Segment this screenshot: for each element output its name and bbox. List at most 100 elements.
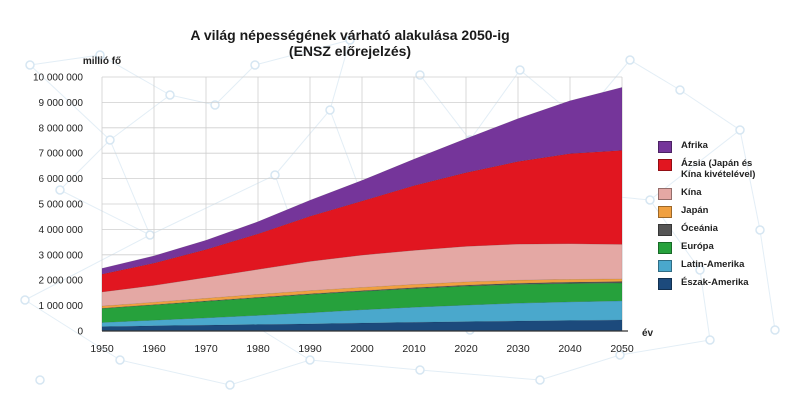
legend-swatch — [658, 188, 672, 200]
background-link — [759, 229, 776, 331]
background-link — [539, 354, 621, 381]
background-link — [274, 109, 331, 176]
background-node — [705, 335, 715, 345]
y-tick-label: 8 000 000 — [39, 123, 84, 134]
background-link — [679, 89, 741, 131]
legend-label: Afrika — [681, 140, 708, 151]
background-node — [625, 55, 635, 65]
legend-item: Ázsia (Japán és Kína kivételével) — [658, 157, 798, 186]
background-node — [55, 185, 65, 195]
background-link — [229, 359, 311, 386]
background-node — [770, 325, 780, 335]
background-node — [515, 65, 525, 75]
y-tick-label: 10 000 000 — [33, 73, 83, 84]
legend-swatch — [658, 206, 672, 218]
background-link — [739, 129, 761, 231]
y-axis-label: millió fő — [83, 56, 121, 67]
background-node — [95, 50, 105, 60]
legend-swatch — [658, 260, 672, 272]
background-node — [250, 60, 260, 70]
background-node — [325, 105, 335, 115]
area-series-1 — [101, 300, 623, 327]
legend-label: Észak-Amerika — [681, 277, 749, 288]
y-tick-label: 7 000 000 — [39, 149, 84, 160]
chart-title: A világ népességének várható alakulása 2… — [190, 27, 510, 43]
x-tick-label: 2010 — [402, 343, 426, 355]
legend-item: Afrika — [658, 139, 798, 157]
background-link — [419, 369, 541, 381]
area-series-7 — [101, 87, 623, 275]
legend-item: Észak-Amerika — [658, 276, 798, 294]
y-tick-label: 5 000 000 — [39, 200, 84, 211]
background-node — [675, 85, 685, 95]
legend-item: Óceánia — [658, 222, 798, 240]
legend-swatch — [658, 242, 672, 254]
background-link — [619, 339, 711, 356]
background-node — [755, 225, 765, 235]
background-link — [29, 64, 111, 141]
background-link — [24, 299, 121, 361]
y-tick-label: 9 000 000 — [39, 98, 84, 109]
background-node — [225, 380, 235, 390]
background-link — [99, 54, 171, 96]
background-link — [254, 39, 351, 66]
background-node — [615, 350, 625, 360]
background-link — [109, 139, 151, 236]
background-link — [309, 359, 421, 371]
x-tick-label: 1990 — [298, 343, 322, 355]
background-node — [165, 90, 175, 100]
series-areas — [101, 87, 623, 332]
background-node — [415, 365, 425, 375]
y-tick-label: 3 000 000 — [39, 250, 84, 261]
background-link — [329, 109, 361, 191]
y-tick-label: 4 000 000 — [39, 225, 84, 236]
legend: Afrika Ázsia (Japán és Kína kivételével) K… — [658, 139, 798, 294]
legend-item: Európa — [658, 240, 798, 258]
x-tick-label: 2050 — [610, 343, 634, 355]
area-series-5 — [101, 243, 623, 307]
background-node — [305, 355, 315, 365]
x-tick-label: 2030 — [506, 343, 530, 355]
background-node — [20, 295, 30, 305]
legend-label: Japán — [681, 205, 709, 216]
x-tick-label: 2020 — [454, 343, 478, 355]
x-tick-label: 2000 — [350, 343, 374, 355]
legend-swatch — [658, 224, 672, 236]
background-link — [29, 54, 101, 66]
background-link — [24, 234, 151, 301]
y-tick-label: 6 000 000 — [39, 174, 84, 185]
background-link — [699, 269, 711, 341]
background-link — [169, 94, 216, 106]
y-tick-label: 2 000 000 — [39, 276, 84, 287]
y-tick-label: 1 000 000 — [39, 301, 84, 312]
axes: 0 1 000 000 2 000 000 3 000 000 4 000 000 5 0… — [33, 73, 634, 356]
background-link — [59, 189, 151, 236]
x-tick-label: 1980 — [246, 343, 270, 355]
background-link — [629, 59, 681, 91]
legend-swatch — [658, 159, 672, 171]
background-link — [419, 74, 471, 141]
background-link — [119, 359, 231, 386]
legend-item: Kína — [658, 186, 798, 204]
background-link — [329, 39, 351, 111]
background-node — [35, 375, 45, 385]
legend-item: Japán — [658, 204, 798, 222]
background-node — [645, 195, 655, 205]
x-tick-label: 1960 — [142, 343, 166, 355]
background-link — [214, 64, 256, 106]
area-series-6 — [101, 150, 623, 293]
background-link — [469, 69, 521, 141]
background-node — [735, 125, 745, 135]
background-link — [149, 174, 276, 236]
x-tick-label: 1950 — [90, 343, 114, 355]
background-node — [345, 35, 355, 45]
background-node — [535, 375, 545, 385]
background-node — [115, 355, 125, 365]
legend-label: Kína — [681, 187, 702, 198]
background-node — [105, 135, 115, 145]
background-node — [695, 265, 705, 275]
legend-label: Latin-Amerika — [681, 259, 745, 270]
legend-label: Óceánia — [681, 223, 718, 234]
legend-label: Európa — [681, 241, 714, 252]
